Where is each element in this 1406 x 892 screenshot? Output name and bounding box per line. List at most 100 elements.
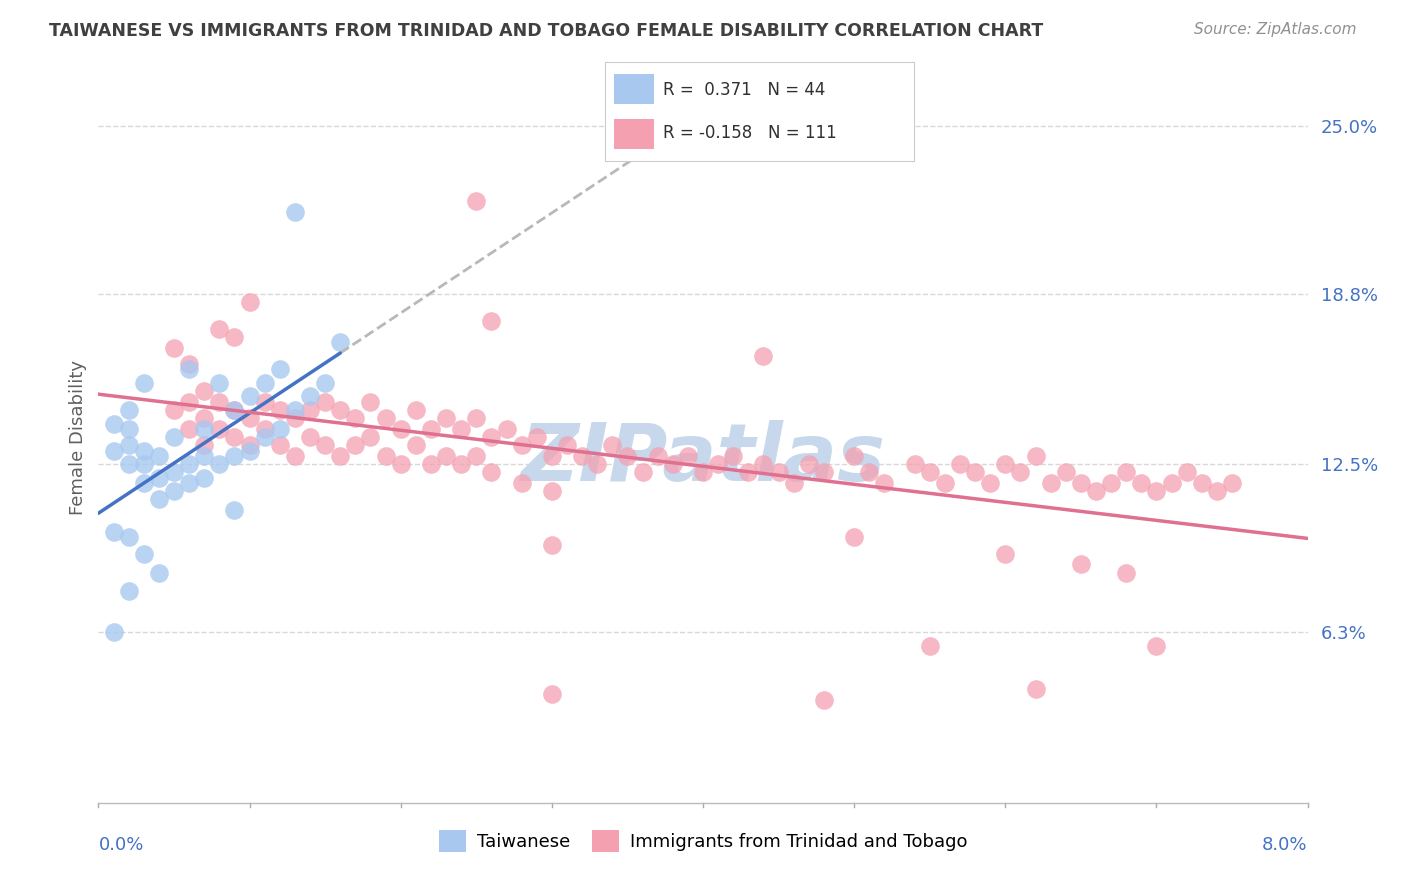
Point — [163, 341, 186, 355]
Text: Source: ZipAtlas.com: Source: ZipAtlas.com — [1194, 22, 1357, 37]
Point — [540, 688, 562, 702]
Point — [179, 422, 201, 436]
Point — [631, 465, 654, 479]
Point — [1070, 476, 1092, 491]
Point — [163, 484, 186, 499]
Point — [193, 411, 215, 425]
Point — [1070, 558, 1092, 572]
Text: R =  0.371   N = 44: R = 0.371 N = 44 — [664, 81, 825, 99]
Point — [374, 411, 396, 425]
Point — [420, 422, 443, 436]
Point — [510, 476, 533, 491]
Point — [1115, 566, 1137, 580]
Point — [1010, 465, 1032, 479]
Point — [405, 438, 427, 452]
Point — [132, 457, 155, 471]
Bar — [614, 120, 654, 149]
Point — [239, 443, 262, 458]
Point — [118, 584, 141, 599]
Point — [934, 476, 956, 491]
Point — [768, 465, 790, 479]
Point — [253, 430, 276, 444]
Point — [994, 457, 1017, 471]
Point — [1206, 484, 1229, 499]
Text: ZIPatlas: ZIPatlas — [520, 420, 886, 498]
Point — [405, 403, 427, 417]
Point — [132, 376, 155, 390]
Point — [797, 457, 820, 471]
Point — [481, 430, 503, 444]
Point — [253, 376, 276, 390]
Point — [224, 430, 246, 444]
Point — [284, 205, 307, 219]
Point — [555, 438, 578, 452]
Point — [707, 457, 730, 471]
Point — [314, 376, 336, 390]
Point — [224, 403, 246, 417]
Point — [1054, 465, 1077, 479]
Point — [208, 376, 231, 390]
Point — [118, 438, 141, 452]
Point — [269, 438, 291, 452]
Point — [118, 457, 141, 471]
Point — [873, 476, 896, 491]
Point — [844, 449, 866, 463]
Point — [208, 322, 231, 336]
Text: 8.0%: 8.0% — [1263, 836, 1308, 854]
Point — [647, 449, 669, 463]
Point — [465, 411, 488, 425]
Point — [918, 465, 941, 479]
Point — [360, 430, 382, 444]
Point — [813, 465, 835, 479]
Point — [118, 530, 141, 544]
Point — [253, 395, 276, 409]
Point — [526, 430, 548, 444]
Point — [148, 471, 170, 485]
Point — [208, 422, 231, 436]
Point — [723, 449, 745, 463]
Point — [179, 357, 201, 371]
Point — [1025, 449, 1047, 463]
Point — [540, 484, 562, 499]
Point — [239, 389, 262, 403]
Point — [692, 465, 714, 479]
Point — [329, 335, 352, 350]
Point — [224, 503, 246, 517]
Point — [389, 422, 412, 436]
Point — [1099, 476, 1122, 491]
Point — [979, 476, 1001, 491]
Point — [602, 438, 624, 452]
Point — [329, 403, 352, 417]
Point — [253, 422, 276, 436]
Point — [148, 566, 170, 580]
Point — [269, 403, 291, 417]
Point — [965, 465, 987, 479]
Point — [132, 476, 155, 491]
Point — [481, 313, 503, 327]
Point — [450, 457, 472, 471]
Point — [193, 471, 215, 485]
Point — [224, 449, 246, 463]
Point — [208, 395, 231, 409]
Point — [329, 449, 352, 463]
Point — [434, 411, 457, 425]
Point — [510, 438, 533, 452]
Point — [179, 476, 201, 491]
Point — [299, 403, 322, 417]
Text: 0.0%: 0.0% — [98, 836, 143, 854]
Point — [450, 422, 472, 436]
Point — [481, 465, 503, 479]
Point — [118, 403, 141, 417]
Point — [994, 547, 1017, 561]
Point — [148, 449, 170, 463]
Point — [465, 449, 488, 463]
Point — [918, 639, 941, 653]
Point — [1130, 476, 1153, 491]
Point — [299, 389, 322, 403]
Point — [1146, 639, 1168, 653]
Point — [193, 384, 215, 398]
Point — [1025, 681, 1047, 696]
Point — [374, 449, 396, 463]
Point — [813, 693, 835, 707]
Text: R = -0.158   N = 111: R = -0.158 N = 111 — [664, 124, 837, 142]
